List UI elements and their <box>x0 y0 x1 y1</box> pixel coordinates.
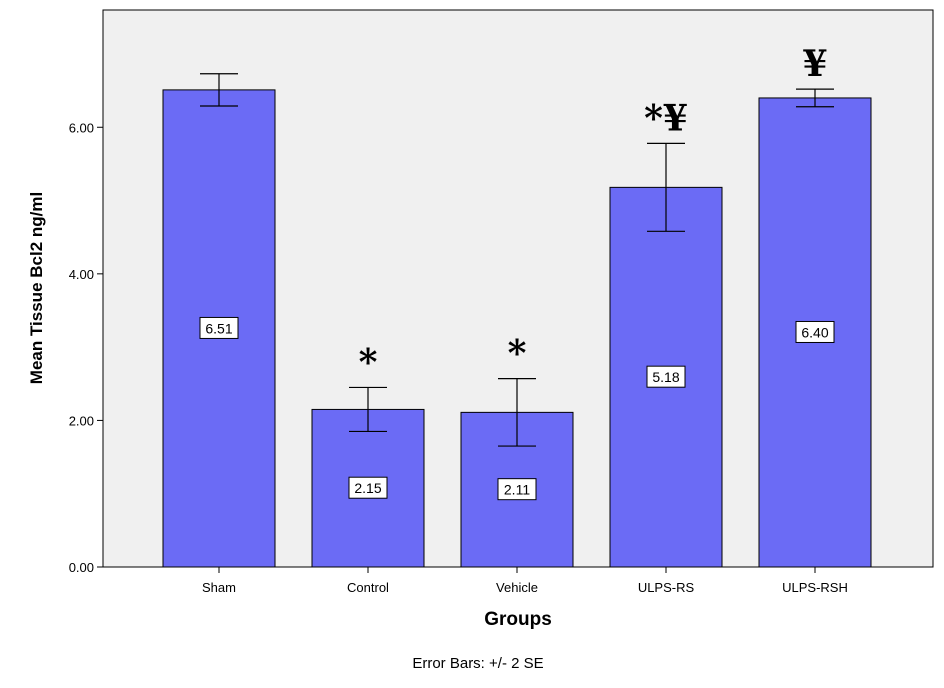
error-bars-footnote: Error Bars: +/- 2 SE <box>412 655 543 672</box>
y-tick-label-2: 4.00 <box>69 267 94 282</box>
value-label-ulps-rs: 5.18 <box>646 365 686 388</box>
svg-text:6.40: 6.40 <box>801 324 828 340</box>
significance-mark-ulps-rs: *¥ <box>644 97 688 139</box>
value-label-control: 2.15 <box>348 476 388 499</box>
x-axis-title: Groups <box>484 609 552 630</box>
error-bars-layer <box>200 73 834 447</box>
significance-mark-ulps-rsh: ¥ <box>802 43 827 85</box>
y-tick-label-3: 6.00 <box>69 120 94 135</box>
x-tick-label-ulps-rs: ULPS-RS <box>638 580 695 595</box>
y-tick-label-0: 0.00 <box>69 560 94 575</box>
significance-mark-control: * <box>359 341 378 383</box>
value-label-sham: 6.51 <box>199 316 239 339</box>
x-axis: Sham Control Vehicle ULPS-RS ULPS-RSH <box>103 566 933 595</box>
significance-mark-vehicle: * <box>508 333 527 375</box>
svg-text:2.15: 2.15 <box>354 480 381 496</box>
x-tick-label-ulps-rsh: ULPS-RSH <box>782 580 848 595</box>
y-axis: 0.00 2.00 4.00 6.00 <box>69 10 104 575</box>
value-labels-layer: 6.51 2.15 2.11 5.18 6.40 <box>199 316 835 501</box>
x-tick-label-vehicle: Vehicle <box>496 580 538 595</box>
error-bar-sham <box>200 73 238 107</box>
svg-text:6.51: 6.51 <box>205 320 232 336</box>
svg-text:2.11: 2.11 <box>504 482 530 498</box>
error-bar-vehicle <box>498 378 536 447</box>
value-label-vehicle: 2.11 <box>497 478 537 501</box>
error-bar-control <box>349 386 387 433</box>
annotations-layer: * * *¥ ¥ <box>359 43 828 383</box>
y-axis-title: Mean Tissue Bcl2 ng/ml <box>27 192 46 384</box>
x-tick-label-sham: Sham <box>202 580 236 595</box>
bars-layer <box>162 89 872 568</box>
y-tick-label-1: 2.00 <box>69 413 94 428</box>
error-bar-ulps-rs <box>647 142 685 232</box>
error-bar-ulps-rsh <box>796 88 834 108</box>
x-tick-label-control: Control <box>347 580 389 595</box>
svg-text:5.18: 5.18 <box>652 369 679 385</box>
value-label-ulps-rsh: 6.40 <box>795 320 835 343</box>
